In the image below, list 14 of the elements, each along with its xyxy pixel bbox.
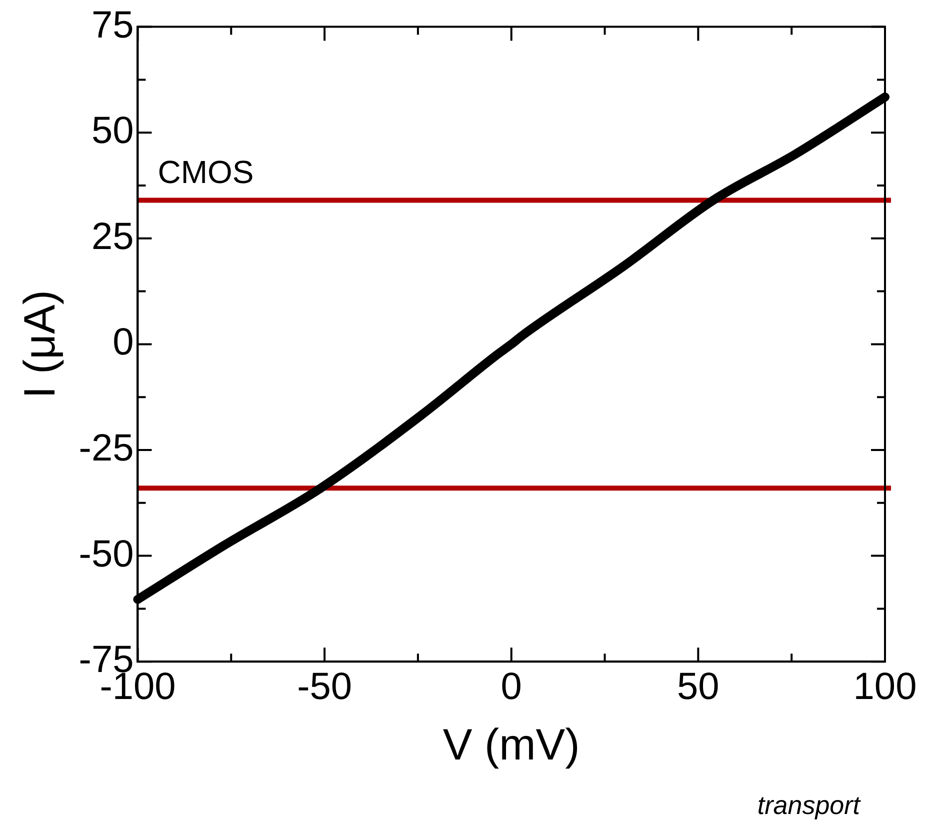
x-tick-label: 0 — [500, 666, 522, 708]
x-tick-label: -50 — [297, 666, 352, 708]
text: transport — [757, 790, 860, 821]
x-tick-label: 50 — [677, 666, 720, 708]
x-axis-title: V (mV) — [442, 720, 580, 770]
y-tick-label: -25 — [78, 427, 134, 470]
y-tick-label: -50 — [78, 533, 134, 576]
y-tick-label: 50 — [91, 110, 134, 152]
y-tick-label: 0 — [112, 322, 134, 364]
ref-line-label: CMOS — [158, 154, 254, 190]
x-tick-label: 100 — [853, 666, 917, 708]
y-tick-label: 75 — [91, 4, 134, 46]
y-tick-label: 25 — [91, 216, 134, 258]
y-axis-title: I (μA) — [16, 290, 65, 398]
